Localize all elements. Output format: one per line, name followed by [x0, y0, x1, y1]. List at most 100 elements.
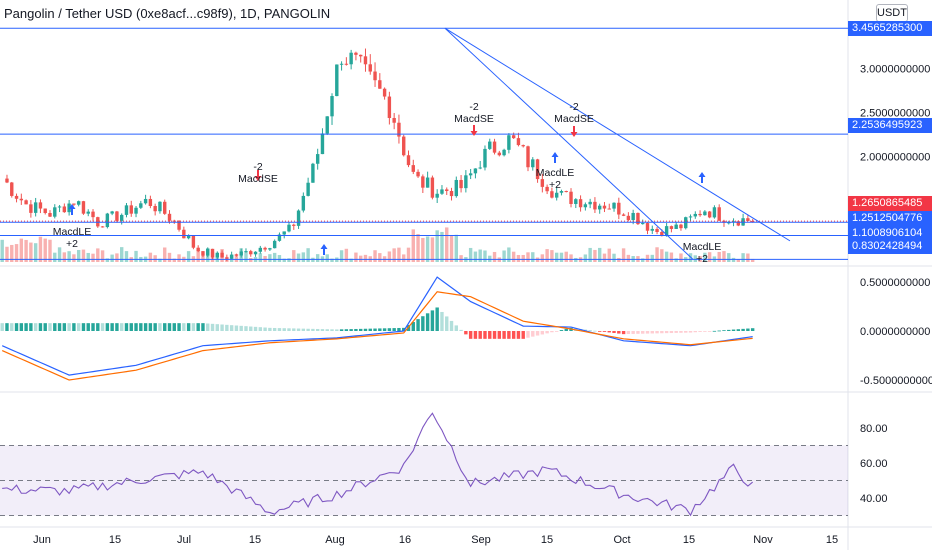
macd-tick-label: 0.5000000000	[860, 277, 930, 289]
volume-bar	[387, 251, 392, 262]
volume-bar	[72, 254, 76, 262]
volume-bar	[163, 247, 167, 262]
candle-body	[359, 54, 363, 57]
macd-histogram-bar	[464, 331, 468, 335]
macd-histogram-bar	[688, 331, 693, 333]
candle-body	[315, 154, 320, 164]
volume-bar	[301, 252, 306, 262]
macd-histogram-bar	[612, 331, 616, 333]
macd-histogram-bar	[315, 328, 320, 331]
macd-histogram-bar	[416, 319, 420, 331]
candle-body	[488, 141, 492, 149]
candle-body	[693, 213, 697, 217]
candle-body	[253, 251, 258, 255]
signal-qty: +2	[549, 179, 561, 191]
volume-bar	[540, 254, 545, 262]
macd-histogram-bar	[473, 331, 478, 339]
candle-body	[502, 149, 506, 156]
candle-body	[201, 251, 205, 256]
macd-histogram-bar	[225, 324, 229, 331]
candle-body	[669, 226, 674, 229]
macd-histogram-bar	[325, 329, 329, 331]
volume-bar	[454, 234, 458, 262]
macd-histogram-bar	[554, 331, 559, 332]
macd-histogram-bar	[655, 331, 659, 334]
candle-body	[191, 235, 196, 248]
candle-body	[43, 208, 47, 214]
volume-bar	[258, 253, 263, 262]
candle-body	[38, 202, 43, 209]
macd-histogram-bar	[134, 323, 138, 331]
candle-body	[134, 207, 138, 214]
macd-histogram-bar	[741, 328, 745, 331]
volume-bar	[521, 254, 525, 262]
candle-body	[516, 138, 521, 146]
macd-histogram-bar	[731, 329, 736, 331]
volume-bar	[693, 255, 697, 262]
volume-bar	[731, 257, 736, 262]
macd-histogram-bar	[402, 327, 406, 331]
candle-body	[703, 211, 707, 216]
macd-histogram-bar	[454, 325, 458, 331]
candle-body	[387, 96, 392, 119]
candle-body	[167, 213, 172, 221]
candle-body	[311, 163, 315, 183]
macd-histogram-bar	[210, 323, 215, 331]
short-signal-arrow	[470, 125, 478, 136]
volume-bar	[349, 258, 353, 262]
volume-bar	[24, 239, 28, 262]
macd-histogram-bar	[387, 328, 392, 331]
volume-bar	[674, 258, 678, 262]
volume-bar	[234, 253, 239, 262]
volume-bar	[363, 254, 368, 262]
macd-histogram-bar	[339, 329, 344, 331]
volume-bar	[110, 254, 114, 262]
macd-histogram-bar	[253, 326, 258, 331]
volume-bar	[62, 252, 67, 262]
macd-histogram-bar	[91, 323, 95, 331]
macd-histogram-bar	[301, 328, 306, 331]
signal-label: MacdLE	[53, 226, 92, 238]
macd-histogram-bar	[564, 328, 568, 331]
macd-histogram-bar	[707, 331, 712, 332]
candle-body	[105, 213, 110, 228]
candle-body	[402, 136, 406, 156]
macd-histogram-bar	[115, 323, 119, 331]
macd-histogram-bar	[363, 328, 368, 331]
candle-body	[220, 252, 224, 258]
macd-histogram-bar	[722, 330, 726, 332]
macd-histogram-bar	[244, 326, 248, 331]
volume-bar	[669, 252, 674, 262]
candle-body	[287, 224, 291, 232]
volume-bar	[507, 247, 511, 262]
price-tick-label: 3.0000000000	[860, 63, 930, 75]
macd-histogram-bar	[621, 331, 626, 335]
candle-body	[153, 206, 157, 212]
volume-bar	[717, 251, 721, 262]
volume-bar	[287, 258, 291, 262]
candle-body	[679, 224, 683, 229]
macd-histogram-bar	[258, 327, 263, 331]
macd-histogram-bar	[698, 331, 702, 332]
macd-histogram-bar	[445, 316, 449, 331]
candle-body	[535, 159, 540, 180]
candle-body	[210, 248, 215, 258]
macd-histogram-bar	[110, 323, 114, 331]
volume-bar	[612, 253, 616, 262]
volume-bar	[602, 253, 607, 262]
candle-body	[344, 63, 349, 65]
volume-bar	[311, 257, 315, 262]
volume-bar	[641, 258, 645, 262]
rsi-tick-label: 40.00	[860, 493, 888, 505]
candle-body	[612, 202, 616, 209]
macd-histogram-bar	[727, 329, 731, 331]
volume-bar	[545, 249, 549, 262]
macd-histogram-bar	[344, 329, 349, 331]
macd-histogram-bar	[354, 328, 358, 331]
candle-body	[750, 220, 755, 223]
candle-body	[397, 122, 401, 137]
macd-histogram-bar	[373, 328, 377, 331]
candle-body	[330, 96, 334, 117]
volume-bar	[707, 252, 712, 262]
